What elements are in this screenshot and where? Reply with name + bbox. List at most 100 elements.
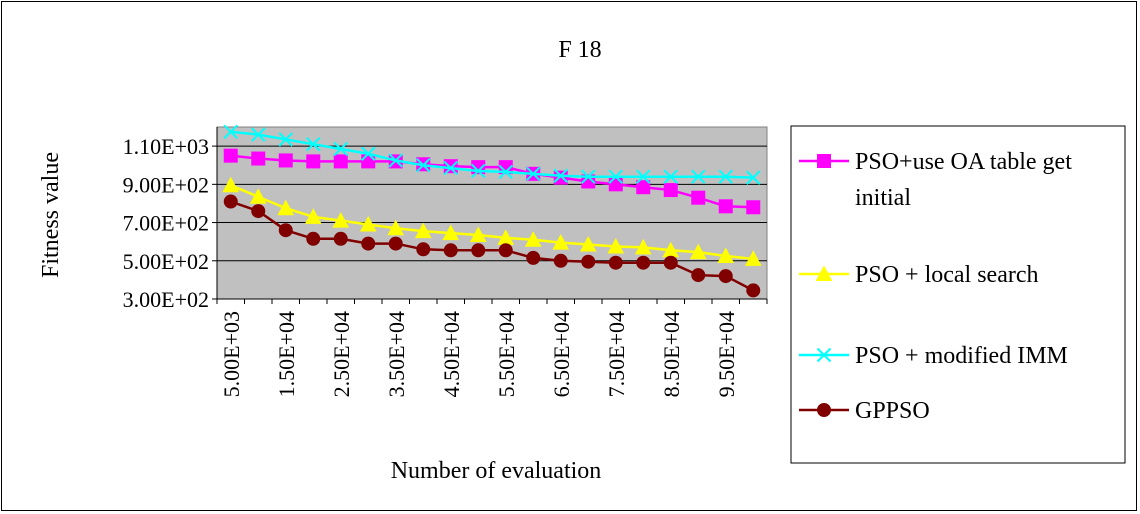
data-point-pso-local-search — [717, 247, 735, 263]
data-point-pso-modified-imm — [278, 132, 293, 147]
data-point-pso-local-search — [222, 176, 240, 193]
data-point-pso-modified-imm — [581, 169, 596, 184]
data-point-pso-use-oa-table-get-initial — [608, 177, 623, 192]
data-point-pso-modified-imm — [388, 153, 403, 168]
data-point-pso-use-oa-table-get-initial — [498, 160, 513, 175]
data-point-gppso — [498, 243, 513, 258]
data-point-pso-modified-imm — [443, 160, 458, 176]
legend-box — [790, 125, 1126, 464]
data-point-pso-use-oa-table-get-initial — [306, 154, 321, 169]
y-tick-label: 9.00E+02 — [123, 172, 209, 197]
legend-label-gppso: GPPSO — [855, 398, 930, 424]
marker-stroke — [553, 168, 568, 183]
data-point-pso-use-oa-table-get-initial — [636, 180, 651, 195]
marker-stroke — [306, 136, 321, 152]
data-point-gppso — [691, 268, 706, 283]
marker-stroke — [361, 146, 376, 161]
data-point-gppso — [526, 250, 541, 265]
data-point-gppso — [608, 255, 623, 270]
data-point-gppso — [333, 231, 348, 246]
data-point-pso-modified-imm — [746, 170, 761, 185]
x-tick-label: 5.00E+03 — [219, 311, 244, 397]
marker-stroke — [718, 169, 733, 184]
data-point-pso-modified-imm — [333, 141, 348, 157]
marker-stroke — [251, 127, 266, 142]
x-tick-label: 6.50E+04 — [549, 311, 574, 397]
x-tick-label: 3.50E+04 — [384, 311, 409, 397]
marker-stroke — [526, 166, 541, 182]
data-point-pso-use-oa-table-get-initial — [691, 190, 706, 205]
data-point-pso-modified-imm — [526, 166, 541, 182]
data-point-pso-modified-imm — [636, 169, 651, 184]
data-point-pso-modified-imm — [718, 169, 733, 184]
data-point-pso-modified-imm — [306, 136, 321, 152]
x-tick-label: 7.50E+04 — [604, 311, 629, 397]
data-point-pso-local-search — [442, 224, 460, 241]
data-point-pso-use-oa-table-get-initial — [718, 199, 733, 214]
data-point-gppso — [746, 283, 761, 298]
marker-stroke — [691, 169, 706, 184]
data-point-gppso — [388, 236, 403, 251]
y-tick-label: 7.00E+02 — [123, 211, 209, 236]
y-axis-label: Fitness value — [38, 152, 64, 278]
series-line-pso-modified-imm — [230, 130, 754, 179]
marker-stroke — [471, 163, 486, 179]
data-point-gppso — [636, 255, 651, 270]
data-point-pso-local-search — [277, 199, 295, 216]
data-point-pso-use-oa-table-get-initial — [278, 153, 293, 168]
marker-stroke — [636, 169, 651, 184]
legend-marker-pso-use-oa-table-get-initial — [817, 154, 831, 168]
data-point-gppso — [553, 253, 568, 268]
y-tick-label: 3.00E+02 — [123, 287, 209, 312]
y-tick-label: 5.00E+02 — [123, 249, 209, 274]
data-point-pso-local-search — [359, 215, 377, 232]
data-point-pso-local-search — [552, 234, 570, 250]
data-point-pso-local-search — [524, 231, 542, 247]
data-point-pso-local-search — [579, 235, 597, 252]
legend-marker-pso-modified-imm — [816, 347, 832, 363]
data-point-gppso — [663, 255, 678, 270]
data-point-pso-modified-imm — [416, 158, 431, 173]
data-point-pso-modified-imm — [663, 169, 678, 184]
data-point-pso-local-search — [469, 226, 487, 242]
data-point-gppso — [251, 204, 266, 219]
data-point-pso-use-oa-table-get-initial — [663, 183, 678, 198]
data-point-gppso — [443, 243, 458, 258]
x-axis-label: Number of evaluation — [391, 458, 602, 484]
data-point-gppso — [718, 269, 733, 284]
data-point-pso-local-search — [249, 188, 267, 204]
data-point-pso-modified-imm — [553, 168, 568, 183]
legend-marker-pso-local-search — [815, 265, 833, 281]
data-point-pso-local-search — [607, 237, 625, 254]
legend-label-pso-local-search: PSO + local search — [855, 262, 1039, 288]
marker-stroke — [416, 158, 431, 173]
chart-title: F 18 — [558, 37, 601, 63]
y-tick-label: 1.10E+03 — [123, 134, 209, 159]
data-point-pso-use-oa-table-get-initial — [333, 154, 348, 169]
marker-stroke — [223, 124, 238, 139]
data-point-pso-use-oa-table-get-initial — [223, 148, 238, 163]
data-point-pso-use-oa-table-get-initial — [746, 200, 761, 215]
legend-label-pso-modified-imm: PSO + modified IMM — [855, 343, 1068, 369]
x-tick-label: 1.50E+04 — [274, 311, 299, 397]
x-tick-label: 4.50E+04 — [439, 311, 464, 397]
marker-stroke — [388, 153, 403, 168]
marker-stroke — [278, 132, 293, 147]
legend-label-pso-use-oa-table-get-initial: PSO+use OA table get — [855, 149, 1072, 175]
data-point-pso-local-search — [387, 219, 405, 236]
marker-stroke — [608, 169, 623, 184]
marker-stroke — [498, 164, 513, 180]
data-point-pso-use-oa-table-get-initial — [361, 154, 376, 169]
data-point-gppso — [361, 236, 376, 251]
data-point-pso-modified-imm — [223, 124, 238, 139]
data-point-pso-local-search — [689, 243, 707, 260]
data-point-pso-local-search — [634, 238, 652, 255]
data-point-pso-local-search — [744, 250, 762, 266]
data-point-pso-local-search — [332, 212, 350, 228]
data-point-pso-modified-imm — [251, 127, 266, 142]
x-tick-label: 2.50E+04 — [329, 311, 354, 397]
plot-area: 3.00E+02 5.00E+02 7.00E+02 9.00E+02 1.10E+03… — [123, 124, 768, 397]
data-point-pso-modified-imm — [471, 163, 486, 179]
marker-stroke — [443, 160, 458, 176]
